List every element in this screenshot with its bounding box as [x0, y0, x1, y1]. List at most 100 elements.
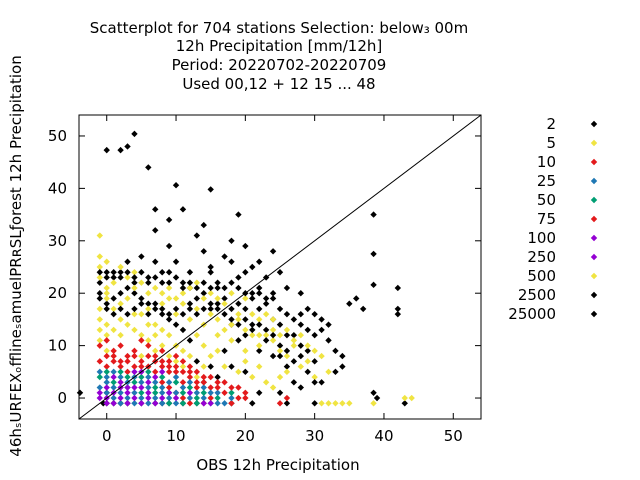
data-point — [145, 310, 152, 318]
data-point — [172, 363, 180, 370]
data-point — [318, 379, 325, 386]
data-point — [200, 290, 207, 297]
data-point — [172, 400, 180, 407]
data-point — [242, 305, 249, 313]
data-point — [228, 305, 235, 313]
data-point — [221, 379, 228, 386]
data-point — [242, 368, 249, 376]
data-point — [394, 284, 402, 292]
legend-marker — [590, 291, 598, 299]
one-to-one-line — [78, 114, 482, 420]
legend-label: 250 — [527, 248, 556, 266]
data-point — [131, 389, 138, 396]
data-point — [145, 342, 152, 349]
data-point — [262, 295, 270, 302]
data-point — [179, 379, 187, 386]
data-point — [96, 269, 103, 276]
data-point — [249, 263, 256, 271]
data-point — [145, 400, 152, 407]
data-point — [256, 347, 263, 355]
x-tick-label: 20 — [236, 427, 255, 445]
data-point — [207, 284, 214, 292]
data-point — [207, 290, 214, 297]
y-axis-label: 46hₛURFEXₒfflineₛamuelPRʀSLƒorest 12h Pr… — [7, 55, 25, 456]
data-point — [103, 290, 110, 297]
data-point — [172, 368, 180, 376]
data-point — [221, 363, 228, 370]
data-point — [96, 326, 103, 334]
data-point — [110, 347, 117, 355]
data-point — [145, 164, 152, 171]
data-point — [193, 358, 201, 365]
data-point — [158, 290, 166, 297]
data-point — [186, 305, 194, 313]
data-point — [311, 358, 318, 365]
data-point — [96, 342, 103, 349]
data-point — [193, 310, 201, 318]
legend-marker — [590, 310, 598, 318]
data-point — [262, 300, 270, 307]
data-point — [124, 373, 131, 381]
data-point — [158, 379, 166, 386]
data-point — [124, 358, 131, 365]
data-point — [235, 337, 242, 344]
data-point — [290, 379, 298, 386]
data-point — [145, 394, 152, 402]
data-point — [172, 258, 180, 265]
data-point — [103, 274, 110, 281]
data-point — [110, 295, 117, 302]
data-point — [290, 358, 298, 365]
data-point — [165, 352, 173, 360]
series-25000 — [96, 290, 318, 386]
data-point — [103, 400, 110, 407]
data-point — [124, 394, 131, 402]
data-point — [290, 337, 298, 344]
x-tick-label: 0 — [102, 427, 112, 445]
data-point — [283, 331, 291, 339]
data-point — [207, 269, 214, 276]
data-point — [200, 305, 207, 313]
legend-marker — [590, 177, 598, 185]
data-point — [235, 274, 242, 281]
data-point — [152, 368, 159, 376]
data-point — [221, 300, 228, 307]
data-point — [269, 295, 277, 302]
data-point — [152, 400, 159, 407]
data-point — [124, 274, 131, 281]
data-point — [235, 310, 242, 318]
data-point — [152, 331, 159, 339]
data-point — [401, 394, 408, 402]
data-point — [131, 310, 138, 318]
data-point — [214, 384, 221, 391]
data-point — [138, 253, 145, 260]
data-point — [179, 363, 187, 370]
data-point — [297, 352, 304, 360]
data-point — [269, 331, 277, 339]
data-point — [131, 274, 138, 281]
data-point — [359, 305, 367, 313]
data-point — [297, 342, 304, 349]
data-point — [228, 290, 235, 297]
data-point — [172, 274, 180, 281]
data-point — [117, 363, 124, 370]
data-point — [214, 379, 221, 386]
data-point — [214, 295, 221, 302]
data-point — [103, 269, 110, 276]
data-point — [103, 305, 110, 313]
data-point — [179, 300, 187, 307]
data-point — [256, 363, 263, 370]
data-point — [110, 373, 117, 381]
data-point — [228, 394, 235, 402]
data-point — [103, 368, 110, 376]
data-point — [172, 321, 180, 328]
data-point — [110, 394, 117, 402]
data-point — [311, 373, 318, 381]
data-point — [138, 358, 145, 365]
y-tick-label: 10 — [48, 337, 67, 355]
data-point — [172, 389, 180, 396]
data-point — [131, 284, 138, 292]
data-point — [304, 305, 311, 313]
data-point — [179, 310, 187, 318]
legend-marker — [590, 158, 598, 166]
data-point — [249, 326, 256, 334]
